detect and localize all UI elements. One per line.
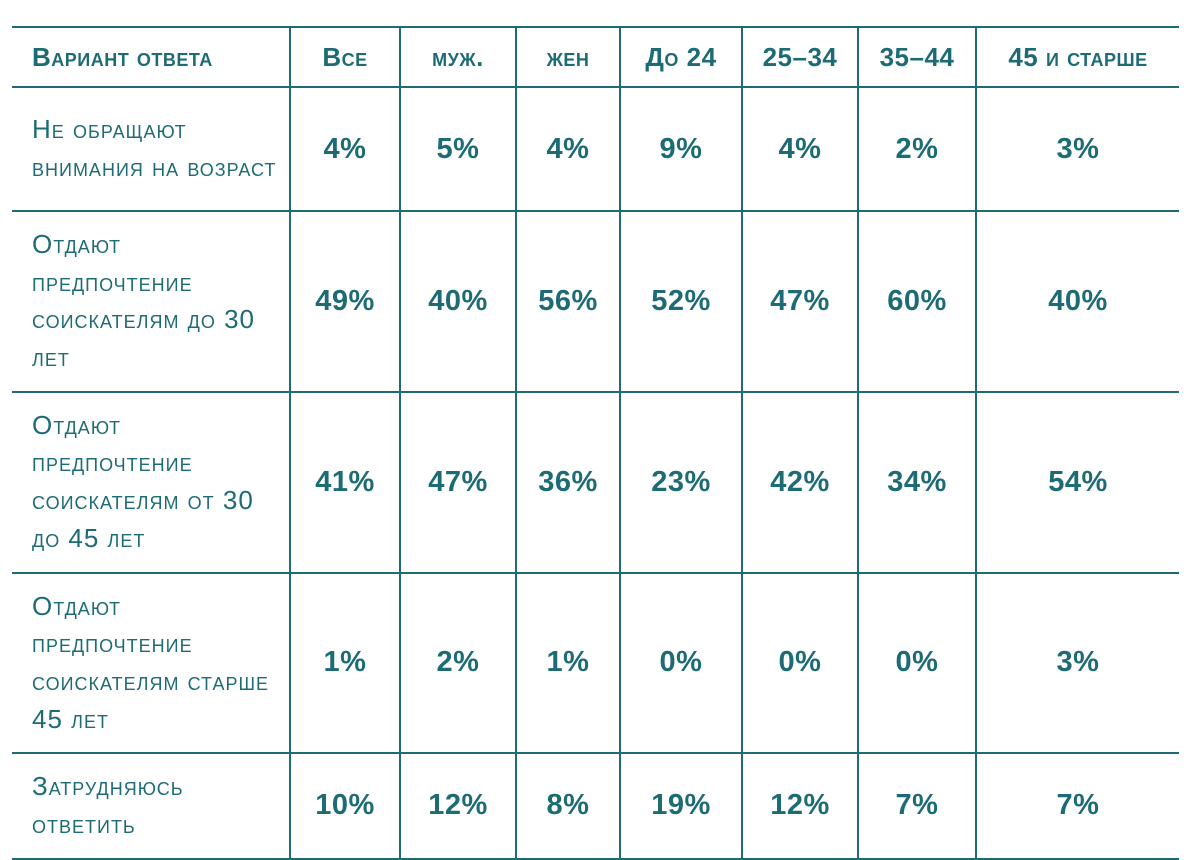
row-label: Не обращают внимания на возраст: [32, 114, 277, 182]
row-label: Отдают предпочтение соискателям до 30 ле…: [32, 229, 255, 373]
column-header-45-plus: 45 и старше: [975, 27, 1179, 87]
value-cell: 60%: [857, 211, 976, 392]
value-cell: 19%: [619, 753, 742, 859]
value-cell: 0%: [619, 572, 742, 754]
value-cell: 12%: [741, 753, 858, 859]
value-cell: 49%: [289, 211, 400, 392]
value-cell: 4%: [289, 87, 400, 211]
value-cell: 12%: [399, 753, 516, 859]
value-cell: 1%: [515, 572, 620, 754]
row-label: Затрудняюсь ответить: [32, 771, 184, 839]
table-row: Отдают предпочтение соискателям старше 4…: [12, 572, 1179, 754]
column-header-under-24: До 24: [619, 27, 742, 87]
column-header-answer-option: Вариант ответа: [32, 41, 213, 72]
row-label: Отдают предпочтение соискателям от 30 до…: [32, 409, 254, 553]
page: Вариант ответа Все муж. жен До 24 25–34 …: [12, 27, 1179, 859]
value-cell: 47%: [741, 211, 858, 392]
value-cell: 54%: [975, 391, 1179, 573]
value-cell: 56%: [515, 211, 620, 392]
table-row: Затрудняюсь ответить 10% 12% 8% 19% 12% …: [12, 753, 1179, 859]
value-cell: 4%: [515, 87, 620, 211]
table-header: Вариант ответа Все муж. жен До 24 25–34 …: [12, 27, 1179, 87]
value-cell: 23%: [619, 391, 742, 573]
column-header-all: Все: [289, 27, 400, 87]
value-cell: 9%: [619, 87, 742, 211]
value-cell: 40%: [975, 211, 1179, 392]
value-cell: 42%: [741, 391, 858, 573]
value-cell: 36%: [515, 391, 620, 573]
table-body: Не обращают внимания на возраст 4% 5% 4%…: [12, 87, 1179, 859]
table-row: Отдают предпочтение соискателям от 30 до…: [12, 391, 1179, 573]
column-header-female: жен: [515, 27, 620, 87]
value-cell: 41%: [289, 391, 400, 573]
column-header-35-44: 35–44: [857, 27, 976, 87]
value-cell: 52%: [619, 211, 742, 392]
value-cell: 0%: [857, 572, 976, 754]
value-cell: 2%: [399, 572, 516, 754]
value-cell: 3%: [975, 87, 1179, 211]
table-row: Не обращают внимания на возраст 4% 5% 4%…: [12, 87, 1179, 211]
value-cell: 47%: [399, 391, 516, 573]
table-row: Отдают предпочтение соискателям до 30 ле…: [12, 211, 1179, 392]
value-cell: 10%: [289, 753, 400, 859]
value-cell: 8%: [515, 753, 620, 859]
value-cell: 7%: [975, 753, 1179, 859]
value-cell: 7%: [857, 753, 976, 859]
column-header-25-34: 25–34: [741, 27, 858, 87]
column-header-male: муж.: [399, 27, 516, 87]
value-cell: 0%: [741, 572, 858, 754]
value-cell: 34%: [857, 391, 976, 573]
value-cell: 40%: [399, 211, 516, 392]
row-label: Отдают предпочтение соискателям старше 4…: [32, 590, 269, 734]
value-cell: 2%: [857, 87, 976, 211]
value-cell: 1%: [289, 572, 400, 754]
value-cell: 5%: [399, 87, 516, 211]
value-cell: 4%: [741, 87, 858, 211]
survey-table: Вариант ответа Все муж. жен До 24 25–34 …: [12, 26, 1179, 860]
header-row: Вариант ответа Все муж. жен До 24 25–34 …: [12, 27, 1179, 87]
value-cell: 3%: [975, 572, 1179, 754]
